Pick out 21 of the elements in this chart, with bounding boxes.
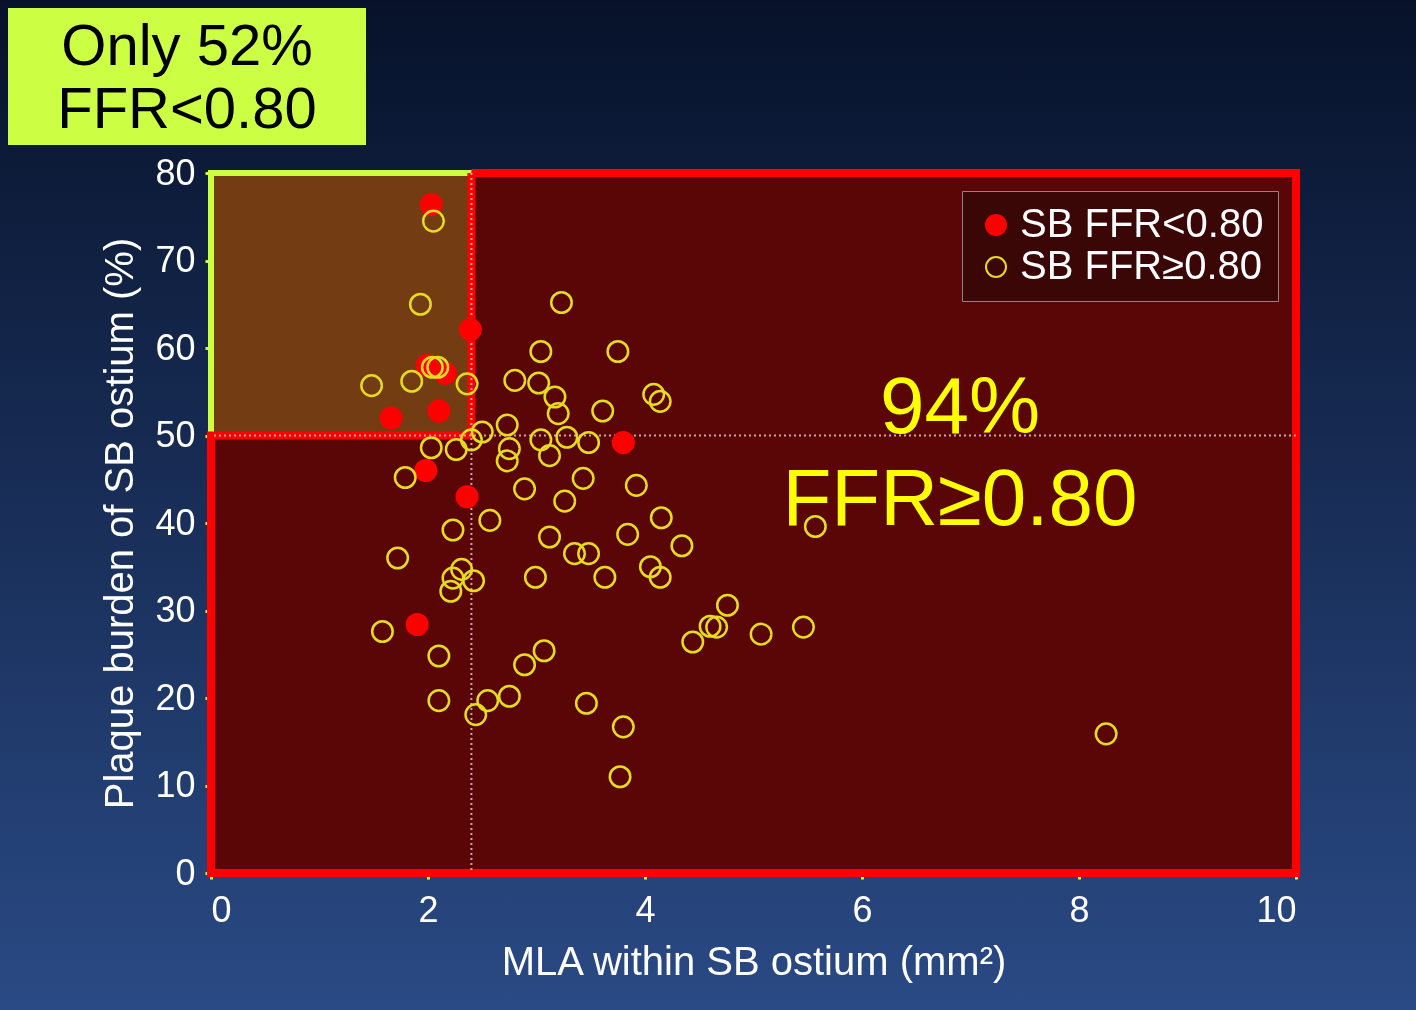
y-tick-label: 10 — [155, 764, 196, 805]
annotation: 94% FFR≥0.80 — [781, 360, 1139, 544]
x-tick-label: 0 — [211, 888, 232, 930]
y-tick-label: 70 — [155, 239, 196, 280]
x-axis-title: MLA within SB ostium (mm²) — [501, 938, 1007, 983]
y-tick-label: 80 — [155, 151, 196, 193]
x-tick-label: 2 — [418, 888, 439, 930]
legend-label: SB FFR<0.80 — [1020, 201, 1264, 245]
y-tick-label: 50 — [155, 414, 196, 455]
y-tick-label: 0 — [175, 851, 196, 893]
x-tick-label: 10 — [1256, 888, 1297, 930]
text: Only 52% FFR<0.80 — [8, 8, 366, 146]
y-tick-label: 40 — [155, 501, 196, 543]
x-tick-label: 4 — [635, 888, 656, 930]
y-axis-title: Plaque burden of SB ostium (%) — [97, 237, 142, 810]
legend-label: SB FFR≥0.80 — [1020, 243, 1263, 287]
y-tick-label: 20 — [155, 676, 196, 718]
y-tick-label: 60 — [155, 326, 196, 368]
x-tick-label: 6 — [852, 888, 873, 930]
y-tick-label: 30 — [155, 589, 196, 630]
x-tick-label: 8 — [1069, 888, 1090, 930]
